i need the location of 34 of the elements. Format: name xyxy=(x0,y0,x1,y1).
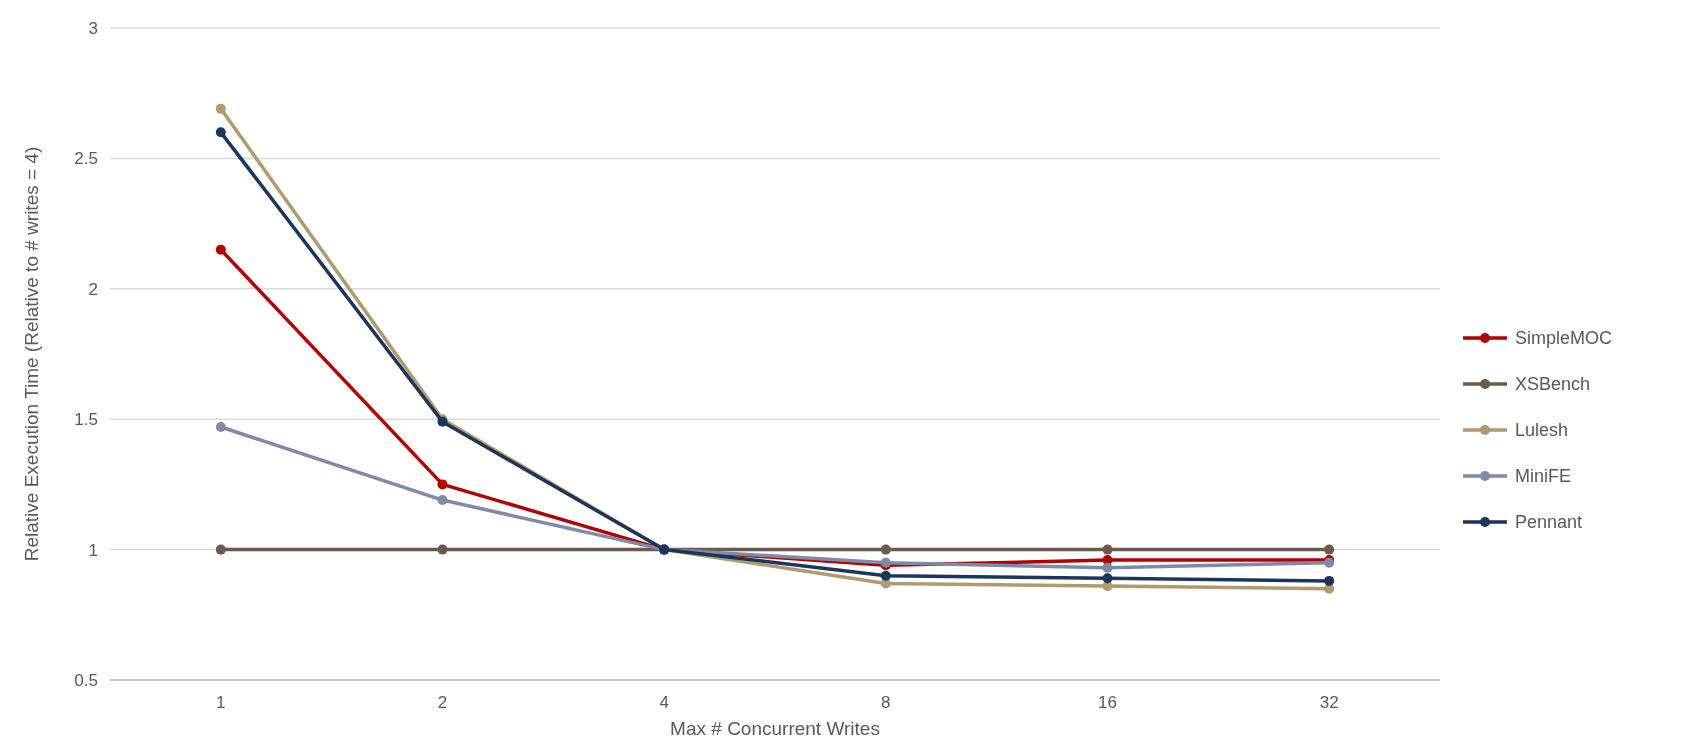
point xyxy=(1102,544,1113,555)
y-tick-label: 2.5 xyxy=(74,149,98,169)
x-tick-label: 32 xyxy=(1319,693,1339,712)
y-axis-title: Relative Execution Time (Relative to # writes = 4) xyxy=(21,146,42,562)
point xyxy=(437,479,448,490)
legend-label: Lulesh xyxy=(1515,420,1569,441)
point xyxy=(880,544,891,555)
point xyxy=(215,127,226,138)
x-axis-title: Max # Concurrent Writes xyxy=(670,718,880,739)
point xyxy=(1102,573,1113,584)
point xyxy=(215,244,226,255)
x-tick-label: 16 xyxy=(1098,693,1117,712)
y-tick-label: 3 xyxy=(88,18,98,38)
point xyxy=(1102,562,1113,573)
y-tick-label: 2 xyxy=(88,279,98,299)
legend-label: XSBench xyxy=(1515,374,1591,395)
y-tick-label: 0.5 xyxy=(74,670,98,690)
point xyxy=(437,495,448,506)
x-tick-label: 2 xyxy=(437,693,448,712)
y-tick-label: 1.5 xyxy=(74,410,98,430)
legend-label: SimpleMOC xyxy=(1515,328,1613,349)
x-tick-label: 4 xyxy=(659,693,669,712)
y-tick-label: 1 xyxy=(88,540,98,560)
point xyxy=(215,544,226,555)
legend-label: MiniFE xyxy=(1515,466,1572,487)
x-tick-label: 1 xyxy=(216,693,226,712)
point xyxy=(1324,575,1335,586)
legend-label: Pennant xyxy=(1515,512,1583,533)
point xyxy=(880,570,891,581)
point xyxy=(1324,544,1335,555)
point xyxy=(215,422,226,433)
point xyxy=(215,103,226,114)
point xyxy=(437,544,448,555)
x-tick-label: 8 xyxy=(881,693,891,712)
